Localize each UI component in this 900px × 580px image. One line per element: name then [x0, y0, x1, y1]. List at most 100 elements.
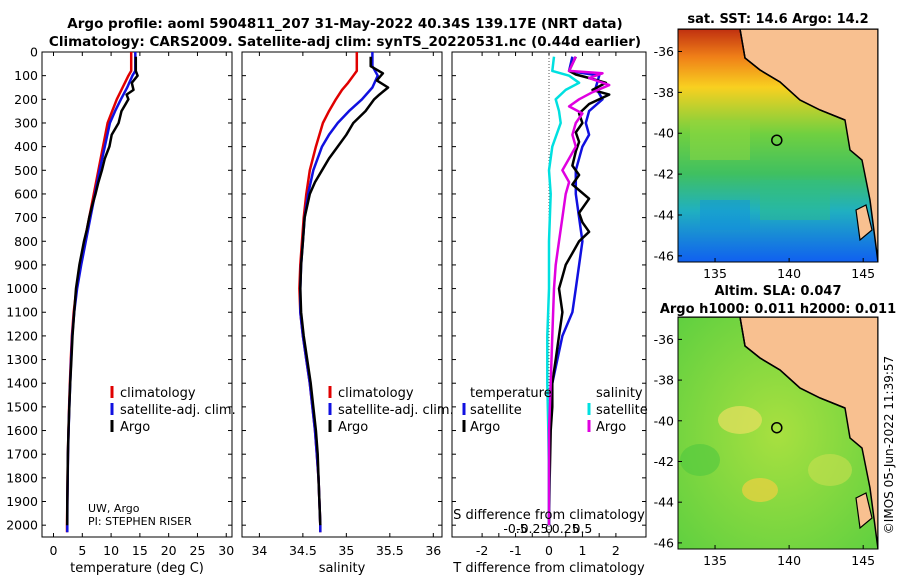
depth-tick-label: 1100 — [6, 305, 38, 320]
salinity-axis-label: salinity — [319, 561, 366, 576]
series-line-temperature-argo — [547, 56, 611, 526]
sla-anomaly — [718, 406, 762, 434]
sla-map-frame — [677, 316, 879, 550]
map-lat-label: -36 — [654, 44, 674, 59]
depth-tick-label: 300 — [14, 115, 38, 130]
map-lon-label: 135 — [703, 266, 727, 281]
x-tick-label: 20 — [161, 543, 177, 558]
legend-label-satellite: satellite-adj. clim. — [120, 403, 236, 418]
tasmania — [855, 204, 873, 242]
x-tick-label: 0 — [50, 543, 58, 558]
argo-float-marker — [771, 421, 783, 434]
map-lon-label: 145 — [851, 266, 875, 281]
map-lat-label: -44 — [654, 495, 674, 510]
sla-map-title-line2: Argo h1000: 0.011 h2000: 0.011 — [660, 302, 896, 317]
x-tick-label: 1 — [578, 543, 586, 558]
figure-title-line2: Climatology: CARS2009. Satellite-adj cli… — [49, 34, 641, 50]
credit-line1: UW, Argo — [88, 502, 140, 515]
depth-tick-label: 100 — [14, 68, 38, 83]
legend-label-t-argo: Argo — [470, 420, 500, 435]
sla-map-ticks: 135 140 145 -36 -38 -40 -42 -44 -46 — [654, 332, 876, 568]
map-lat-label: -40 — [654, 413, 674, 428]
legend-heading-temperature: temperature — [470, 386, 552, 401]
legend-label-climatology: climatology — [338, 386, 414, 401]
map-lon-label: 135 — [703, 553, 727, 568]
x-tick-label: 34 — [251, 543, 267, 558]
map-lat-label: -46 — [654, 248, 674, 263]
map-lat-label: -44 — [654, 207, 674, 222]
x-tick-label: 30 — [218, 543, 234, 558]
legend-label-s-satellite: satellite — [596, 403, 648, 418]
sst-map-title: sat. SST: 14.6 Argo: 14.2 — [687, 12, 868, 27]
depth-tick-label: 400 — [14, 139, 38, 154]
map-lon-label: 145 — [851, 553, 875, 568]
series-line-argo — [65, 56, 139, 526]
axis-ticks: 0100200300400500600700800900100011001200… — [6, 45, 646, 558]
depth-tick-label: 800 — [14, 234, 38, 249]
legend-label-climatology: climatology — [120, 386, 196, 401]
depth-tick-label: 1500 — [6, 399, 38, 414]
depth-tick-label: 200 — [14, 92, 38, 107]
s-tick-label: 0.5 — [573, 521, 593, 536]
t-difference-axis-label: T difference from climatology — [452, 561, 645, 576]
difference-legend: temperature satellite Argo salinity sate… — [462, 386, 648, 435]
x-tick-label: 15 — [132, 543, 148, 558]
depth-tick-label: 1800 — [6, 470, 38, 485]
temperature-plot-frame — [41, 51, 233, 538]
map-lat-label: -38 — [654, 373, 674, 388]
x-tick-label: 10 — [103, 543, 119, 558]
map-lat-label: -42 — [654, 454, 674, 469]
sla-map-title-line1: Altim. SLA: 0.047 — [715, 284, 842, 299]
sst-patch — [760, 180, 830, 220]
legend-label-s-argo: Argo — [596, 420, 626, 435]
sst-patch — [700, 200, 750, 230]
temperature-legend: climatology satellite-adj. clim. Argo — [110, 386, 236, 435]
x-tick-label: 2 — [612, 543, 620, 558]
panel-series-group — [298, 52, 390, 533]
coastline — [678, 29, 846, 121]
sla-anomaly — [742, 478, 778, 502]
legend-heading-salinity: salinity — [596, 386, 643, 401]
depth-tick-label: 700 — [14, 210, 38, 225]
salinity-legend: climatology satellite-adj. clim. Argo — [328, 386, 454, 435]
depth-tick-label: 600 — [14, 186, 38, 201]
legend-label-t-satellite: satellite — [470, 403, 522, 418]
sla-anomaly — [808, 454, 852, 486]
x-tick-label: 35 — [338, 543, 354, 558]
x-tick-label: 5 — [78, 543, 86, 558]
map-lat-label: -46 — [654, 535, 674, 550]
sst-map-ticks: 135 140 145 -36 -38 -40 -42 -44 -46 — [654, 44, 876, 281]
map-lat-label: -40 — [654, 126, 674, 141]
depth-tick-label: 1200 — [6, 328, 38, 343]
x-tick-label: 35.5 — [376, 543, 404, 558]
panel-series-group — [65, 52, 139, 533]
map-lat-label: -38 — [654, 85, 674, 100]
legend-label-argo: Argo — [120, 420, 150, 435]
series-line-salinity-satellite — [546, 56, 581, 526]
map-lat-label: -36 — [654, 332, 674, 347]
credit-line2: PI: STEPHEN RISER — [88, 515, 192, 528]
x-tick-label: -2 — [476, 543, 488, 558]
legend-label-argo: Argo — [338, 420, 368, 435]
s-tick-label: -0.25 — [516, 521, 548, 536]
sst-map — [678, 29, 878, 262]
depth-tick-label: 900 — [14, 257, 38, 272]
s-tick-label: -0.5 — [503, 521, 527, 536]
imos-timestamp: ©IMOS 05-Jun-2022 11:39:57 — [882, 356, 896, 534]
depth-tick-label: 1600 — [6, 423, 38, 438]
x-tick-label: 25 — [190, 543, 206, 558]
depth-tick-label: 1900 — [6, 494, 38, 509]
sst-patch — [690, 120, 750, 160]
s-difference-axis-label: S difference from climatology — [453, 508, 645, 523]
depth-tick-label: 0 — [30, 45, 38, 60]
depth-tick-label: 500 — [14, 163, 38, 178]
sla-anomaly — [680, 444, 720, 476]
tasmania — [855, 492, 873, 530]
temperature-axis-label: temperature (deg C) — [70, 561, 204, 576]
panel-series-group — [546, 56, 611, 526]
series-line-argo — [299, 56, 390, 526]
depth-tick-label: 2000 — [6, 518, 38, 533]
map-lat-label: -42 — [654, 167, 674, 182]
profile-series — [65, 52, 611, 533]
